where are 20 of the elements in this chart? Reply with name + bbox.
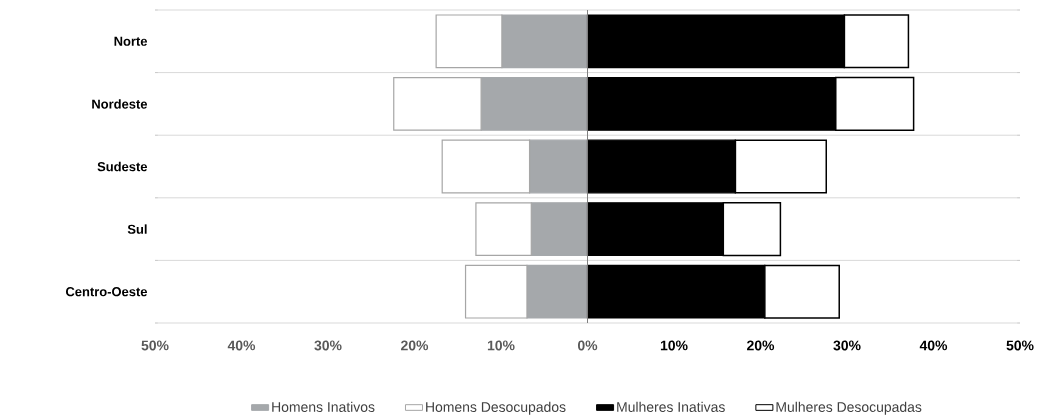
x-tick-label: 10% [487, 340, 515, 351]
x-tick-label: 40% [227, 340, 256, 351]
y-tick-label: Nordeste [92, 99, 148, 109]
x-tick-label: 10% [660, 340, 688, 351]
legend-label: Homens Desocupados [426, 401, 566, 415]
x-tick-label: 40% [919, 340, 948, 351]
x-tick-label: 30% [314, 340, 342, 351]
y-tick-label: Sul [127, 224, 147, 234]
legend-label: Mulheres Inativas [617, 401, 725, 412]
x-tick-label: 20% [401, 340, 429, 351]
x-tick-label: 50% [141, 340, 169, 351]
legend-label: Homens Inativos [272, 401, 375, 412]
x-tick-label: 50% [1006, 340, 1034, 351]
legend-label: Mulheres Desocupadas [776, 401, 922, 415]
x-tick-label: 0% [577, 340, 598, 351]
x-tick-label: 20% [747, 340, 775, 351]
y-tick-label: Centro-Oeste [65, 287, 148, 297]
y-tick-label: Sudeste [97, 161, 148, 172]
y-tick-label: Norte [114, 36, 148, 46]
x-tick-label: 30% [833, 340, 861, 351]
